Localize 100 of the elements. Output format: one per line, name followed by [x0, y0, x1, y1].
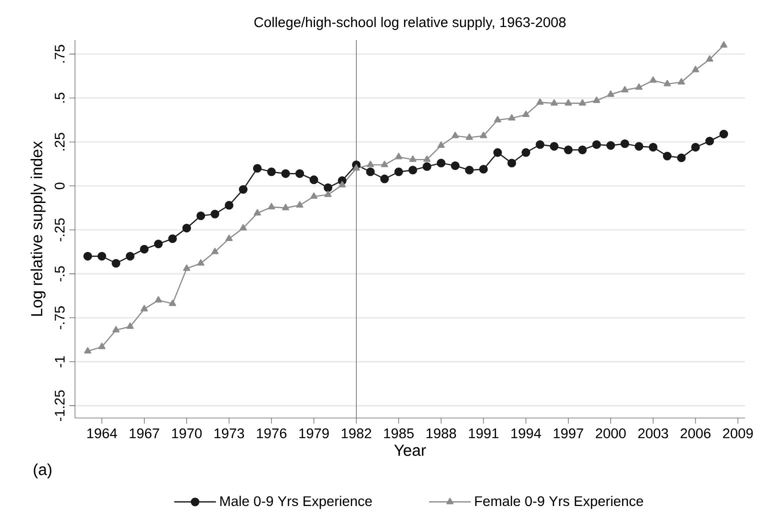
point	[281, 169, 290, 178]
point	[126, 322, 134, 329]
legend-label: Male 0-9 Yrs Experience	[220, 496, 372, 509]
point	[126, 252, 134, 261]
point	[691, 142, 700, 152]
point	[606, 141, 616, 150]
point	[225, 234, 233, 241]
point	[183, 264, 190, 271]
x-tick-label: 2009	[723, 428, 753, 438]
point	[423, 155, 431, 162]
point	[450, 161, 460, 170]
point	[522, 148, 530, 157]
point	[380, 160, 388, 168]
point	[508, 114, 516, 121]
point	[706, 55, 714, 62]
point	[310, 175, 318, 184]
x-tick-label: 1991	[468, 428, 498, 438]
point	[268, 202, 276, 210]
x-tick-label: 1985	[384, 428, 414, 438]
x-tick-label: 2003	[638, 428, 668, 438]
y-tick-label: .5	[54, 92, 65, 103]
chart-title: College/high-school log relative supply, 1963-2008	[254, 16, 566, 30]
x-tick-label: 1988	[426, 428, 456, 438]
point	[140, 304, 148, 312]
x-tick-label: 1964	[87, 428, 117, 438]
point	[112, 326, 120, 332]
point	[394, 168, 404, 176]
point	[168, 300, 176, 306]
x-tick-label: 1973	[214, 428, 244, 438]
x-tick-label: 1994	[511, 428, 542, 438]
legend-label: Female 0-9 Yrs Experience	[475, 496, 644, 509]
point	[564, 146, 573, 154]
point	[692, 66, 700, 72]
point	[578, 146, 587, 154]
point	[592, 140, 601, 149]
point	[211, 248, 219, 254]
point	[634, 142, 644, 151]
point	[253, 164, 262, 173]
point	[352, 164, 360, 171]
point	[466, 134, 473, 140]
point	[662, 152, 672, 160]
y-tick-label: 0	[54, 182, 65, 190]
y-tick-label: .75	[54, 44, 65, 63]
point	[310, 192, 318, 199]
point	[720, 41, 728, 48]
point	[620, 139, 630, 148]
point	[197, 259, 204, 266]
point	[621, 86, 628, 92]
point	[522, 110, 530, 118]
point	[196, 211, 206, 220]
point	[366, 160, 374, 168]
point	[536, 140, 544, 149]
y-tick-label: -1.25	[54, 390, 65, 422]
point	[282, 204, 290, 210]
point	[437, 141, 445, 148]
point	[578, 99, 586, 106]
y-tick-label: -1	[54, 356, 65, 368]
x-tick-label: 1967	[130, 428, 160, 438]
point	[366, 168, 375, 176]
point	[452, 132, 459, 138]
y-tick-label: -.75	[54, 306, 65, 330]
y-tick-label: .25	[54, 132, 65, 150]
point	[677, 153, 686, 162]
point	[324, 183, 332, 192]
point	[238, 185, 248, 194]
point	[296, 201, 304, 208]
point	[705, 136, 714, 146]
point	[550, 142, 559, 151]
point	[338, 180, 346, 188]
x-tick-label: 1982	[342, 428, 372, 438]
point	[324, 190, 332, 198]
x-tick-label: 1976	[256, 428, 286, 438]
y-tick-label: -.25	[54, 218, 65, 242]
point	[678, 78, 685, 85]
point	[84, 347, 92, 354]
point	[465, 166, 474, 174]
point	[409, 155, 416, 162]
point	[719, 130, 728, 138]
point	[408, 166, 418, 174]
point	[479, 164, 488, 174]
point	[295, 169, 304, 178]
point	[395, 152, 402, 160]
point	[254, 209, 261, 216]
point	[664, 80, 671, 86]
point	[267, 168, 276, 176]
point	[607, 90, 614, 97]
point	[507, 158, 516, 168]
point	[592, 96, 600, 103]
x-tick-label: 1970	[172, 428, 202, 438]
point	[112, 258, 120, 268]
point	[154, 240, 163, 248]
point	[182, 224, 191, 232]
point	[168, 234, 177, 243]
point	[224, 200, 234, 210]
text: (a)	[34, 463, 52, 478]
point	[494, 116, 502, 122]
x-axis-title: Year	[394, 444, 426, 456]
point	[480, 132, 488, 138]
point	[436, 158, 446, 168]
point	[98, 252, 106, 261]
